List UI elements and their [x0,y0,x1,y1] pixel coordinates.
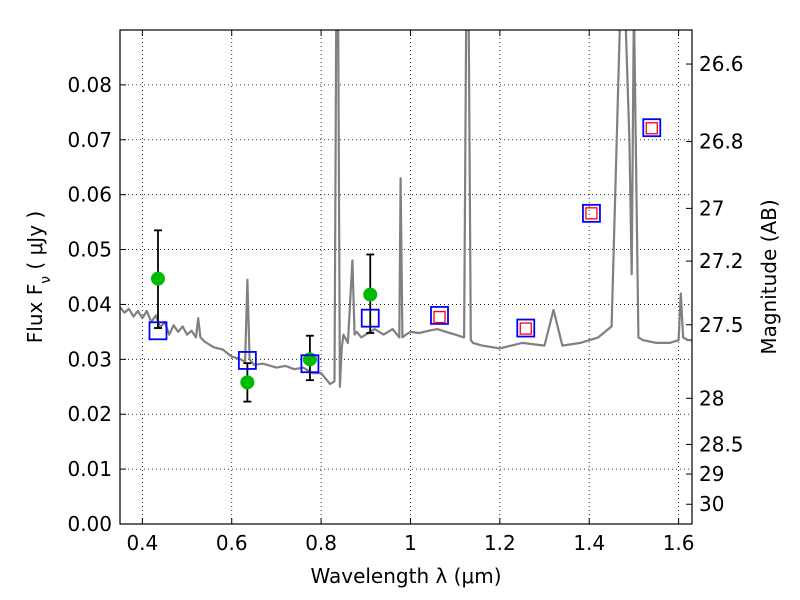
model-point [148,321,168,341]
x-tick-label: 0.8 [305,531,337,555]
x-tick-label: 1 [404,531,417,555]
y-tick-label: 0.06 [67,183,112,207]
predicted-point [645,122,658,135]
spectrum-line [120,30,692,388]
model-point [642,118,662,138]
observed-point [363,287,378,302]
right-tick-label: 27 [699,196,724,220]
y-tick-label: 0.07 [67,128,112,152]
model-point [430,306,449,325]
x-axis-title: Wavelength λ (μm) [310,564,501,588]
model-point [300,354,320,374]
x-tick-label: 1.4 [573,531,605,555]
right-tick-label: 27.2 [699,249,744,273]
observed-point [240,375,255,390]
y-tick-label: 0.02 [67,402,112,426]
x-tick-label: 1.2 [484,531,516,555]
y-tick-label: 0.08 [67,73,112,97]
right-tick-label: 27.5 [699,313,744,337]
y-tick-label: 0.00 [67,512,112,536]
observed-point [150,271,165,286]
right-tick-label: 26.6 [699,52,744,76]
ticks: 0.4 0.6 0.8 1 1.2 1.4 1.6 0.00 0.01 0.02 0.03 0.04 0… [67,30,744,555]
y-tick-label: 0.05 [67,238,112,262]
series-layer [120,30,692,403]
x-tick-label: 1.6 [663,531,695,555]
model-point [237,351,257,370]
x-tick-label: 0.4 [126,531,158,555]
y-tick-label: 0.03 [67,347,112,371]
model-point [516,318,536,338]
predicted-point [433,310,446,324]
y-axis-title: Flux Fν ( μJy ) [23,211,54,343]
y-tick-label: 0.04 [67,292,112,316]
y-tick-label: 0.01 [67,457,112,481]
model-point [360,308,380,328]
right-tick-label: 28 [699,386,724,410]
right-tick-label: 29 [699,462,724,486]
y-axis-right-title: Magnitude (AB) [757,199,781,354]
plot-frame [119,29,693,525]
predicted-point [585,207,598,220]
right-tick-label: 28.5 [699,432,744,456]
right-tick-label: 26.8 [699,129,744,153]
plot-background [120,30,692,524]
x-tick-label: 0.6 [216,531,248,555]
predicted-point [519,322,532,335]
model-point [582,203,601,223]
right-tick-label: 30 [699,492,724,516]
